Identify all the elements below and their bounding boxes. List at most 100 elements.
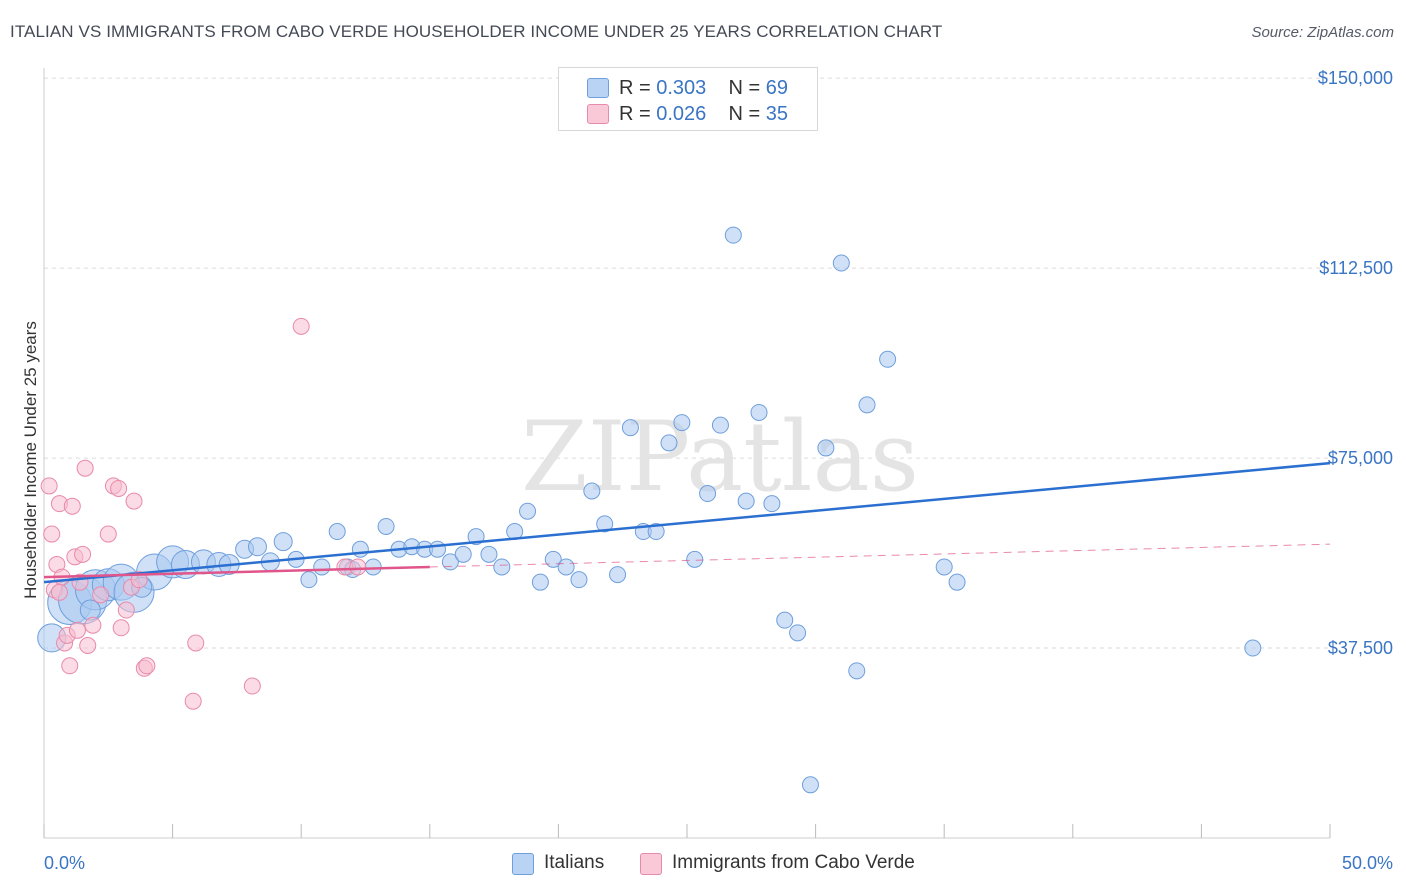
italians-point	[789, 624, 807, 642]
n-label: N =	[728, 77, 766, 99]
x-tick-labels: 0.0% 50.0%	[44, 853, 1393, 873]
cabo-verde-point	[349, 558, 367, 576]
cabo-verde-point	[138, 657, 156, 675]
cabo-verde-point	[110, 479, 128, 497]
italians-point	[300, 571, 318, 589]
italians-point	[858, 396, 876, 414]
italians-point	[699, 485, 717, 503]
cabo-verde-point	[63, 497, 81, 515]
italians-point	[557, 558, 575, 576]
cabo-verde-point	[40, 477, 58, 495]
cabo-verde-point	[68, 621, 86, 639]
cabo-verde-point	[50, 583, 68, 601]
italians-point	[493, 558, 511, 576]
y-tick-label: $37,500	[1328, 638, 1393, 658]
cabo-verde-point	[112, 619, 130, 637]
correlation-legend: R = 0.303 N = 69 R = 0.026 N = 35	[558, 67, 818, 131]
r-label: R =	[619, 103, 657, 125]
cabo-verde-point	[79, 637, 97, 654]
cabo-verde-point	[84, 616, 102, 634]
cabo-verde-point	[76, 459, 94, 477]
italians-point	[1244, 639, 1262, 657]
italians-trend-line	[43, 461, 1331, 584]
r-value: 0.026	[656, 103, 707, 125]
y-tick-label: $75,000	[1328, 448, 1393, 468]
italians-point	[328, 523, 346, 541]
italians-point	[454, 545, 472, 563]
italians-point	[351, 540, 369, 558]
italians-point	[429, 540, 447, 558]
italians-swatch	[587, 78, 609, 98]
italians-point	[673, 414, 691, 432]
italians-point	[879, 350, 897, 368]
r-label: R =	[619, 77, 657, 99]
italians-point	[711, 416, 729, 434]
italians-point	[583, 482, 601, 500]
series-legend: Italians Immigrants from Cabo Verde	[0, 852, 1406, 878]
italians-point	[817, 439, 835, 457]
y-tick-labels: $37,500 $75,000 $112,500 $150,000	[1318, 68, 1393, 658]
italians-point	[750, 403, 768, 421]
cabo-verde-point	[125, 492, 143, 510]
legend-cabo-verde-text: R = 0.026 N = 35	[619, 103, 788, 126]
cabo-verde-points	[40, 317, 367, 710]
italians-point	[801, 776, 819, 794]
italians-point	[441, 553, 459, 571]
cabo-verde-point	[61, 657, 79, 675]
source-label: Source: ZipAtlas.com	[1251, 24, 1394, 41]
cabo-verde-point	[74, 545, 92, 563]
italians-point	[948, 573, 966, 591]
italians-point	[776, 611, 794, 629]
italians-point	[621, 419, 639, 437]
r-value: 0.303	[656, 77, 707, 99]
cabo-verde-point	[99, 525, 117, 543]
cabo-verde-point	[92, 586, 110, 604]
italians-point	[570, 571, 588, 589]
cabo-verde-point	[184, 692, 202, 710]
italians-point	[737, 492, 755, 510]
x-tick-label: 50.0%	[1342, 853, 1393, 873]
cabo-verde-point	[243, 677, 261, 695]
y-axis-label: Householder Income Under 25 years	[21, 321, 40, 599]
cabo-verde-point	[43, 525, 61, 543]
n-value: 69	[765, 77, 789, 99]
italians-swatch	[512, 853, 534, 875]
n-value: 35	[765, 103, 789, 125]
italians-point	[531, 573, 549, 591]
italians-point	[519, 502, 537, 520]
cabo-verde-swatch	[640, 853, 662, 875]
italians-point	[364, 558, 382, 576]
cabo-verde-point	[187, 634, 205, 652]
chart-title: ITALIAN VS IMMIGRANTS FROM CABO VERDE HO…	[10, 22, 943, 41]
cabo-verde-trend-extension	[429, 543, 1331, 568]
italians-point	[377, 517, 395, 535]
italians-point	[935, 558, 953, 576]
italians-point	[832, 254, 850, 272]
cabo-verde-swatch	[587, 104, 609, 124]
n-label: N =	[728, 103, 766, 125]
italians-point	[609, 566, 627, 584]
y-tick-label: $150,000	[1318, 68, 1393, 88]
italians-point	[596, 515, 614, 533]
cabo-verde-point	[292, 317, 310, 335]
italians-point	[848, 662, 866, 680]
legend-label-cabo-verde: Immigrants from Cabo Verde	[672, 852, 915, 873]
italians-point	[313, 558, 331, 576]
italians-point	[647, 523, 665, 541]
trend-lines	[43, 461, 1331, 584]
cabo-verde-trend-line	[43, 565, 430, 579]
italians-point	[763, 495, 781, 513]
legend-label-italians: Italians	[544, 852, 605, 873]
italians-point	[686, 550, 704, 568]
y-tick-label: $112,500	[1319, 258, 1393, 278]
cabo-verde-point	[117, 601, 135, 619]
italians-point	[79, 599, 101, 621]
italians-point	[480, 545, 498, 563]
legend-italians-text: R = 0.303 N = 69	[619, 77, 788, 100]
italians-point	[247, 537, 267, 557]
axes	[43, 68, 1331, 839]
italians-point	[273, 532, 293, 552]
italians-point	[660, 434, 678, 452]
italians-point	[724, 226, 742, 244]
